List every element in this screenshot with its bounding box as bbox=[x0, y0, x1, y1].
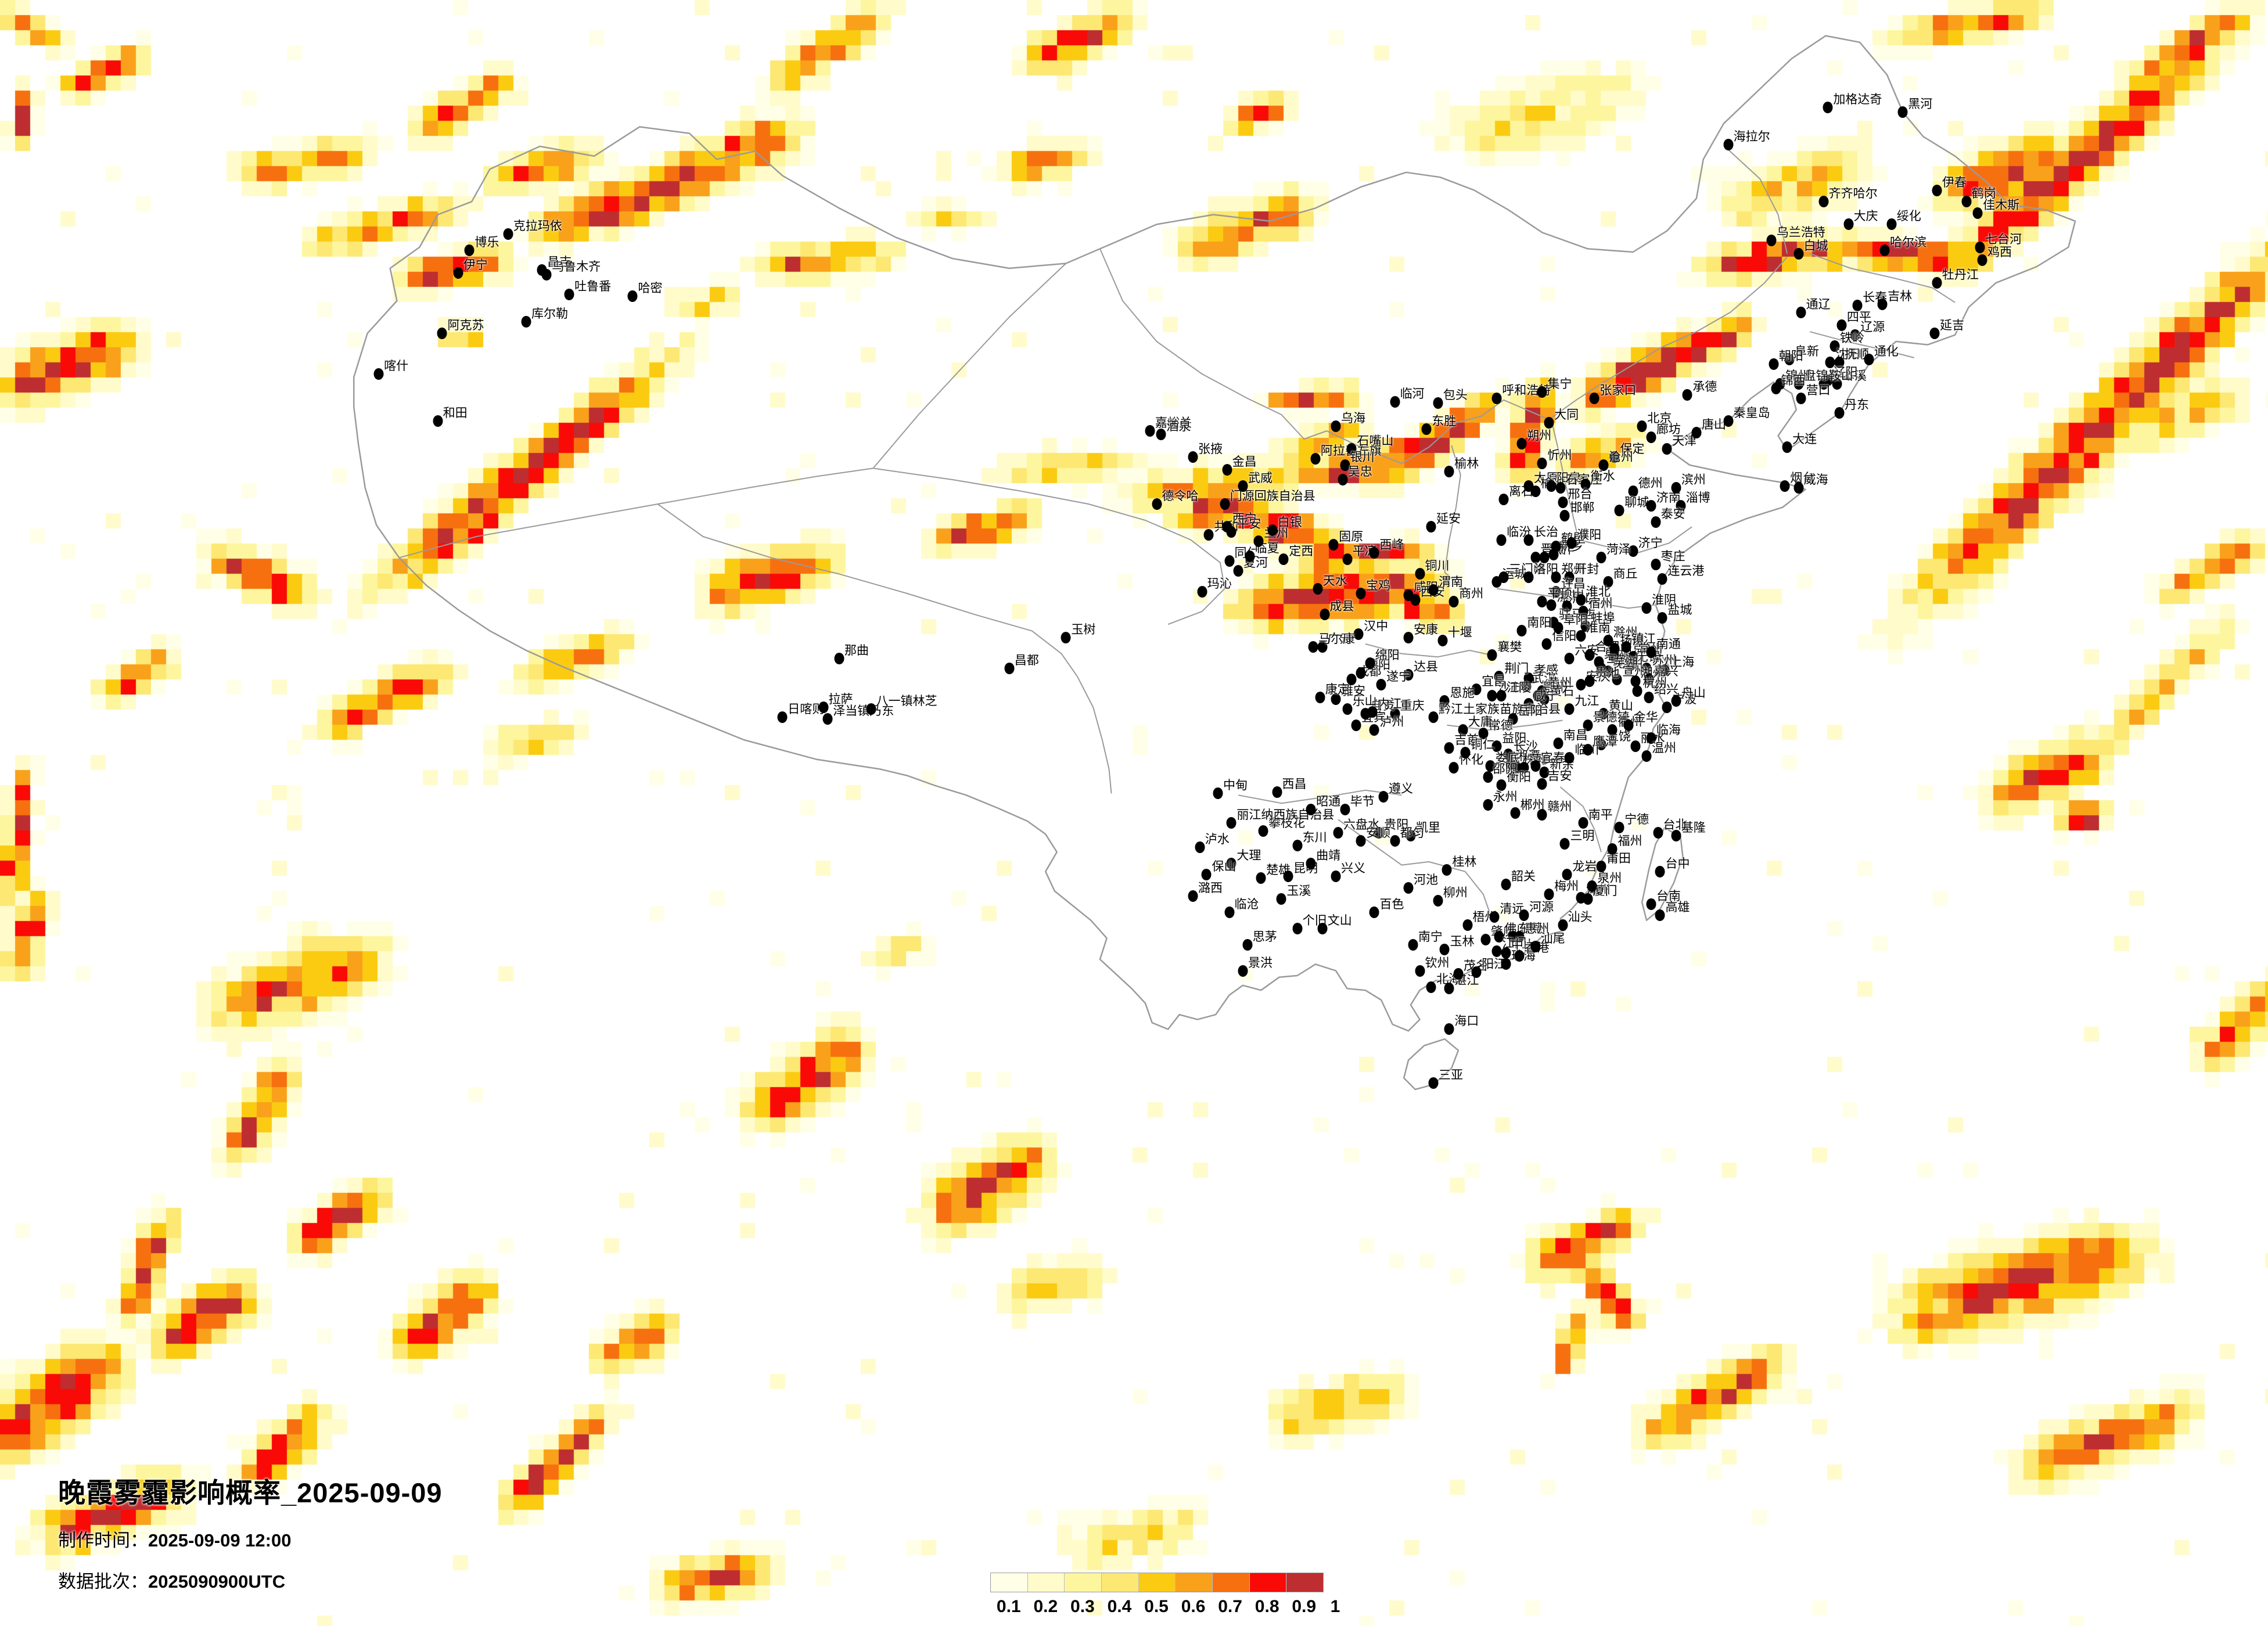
legend-tick-label: 0.6 bbox=[1181, 1597, 1206, 1616]
data-batch-line: 数据批次：2025090900UTC bbox=[58, 1567, 443, 1593]
province-border bbox=[1444, 445, 1464, 589]
data-batch-label: 数据批次： bbox=[58, 1571, 148, 1592]
legend-swatch bbox=[1102, 1573, 1139, 1592]
legend-tick-label: 0.9 bbox=[1292, 1597, 1317, 1616]
legend-swatch bbox=[1027, 1573, 1065, 1592]
country-border bbox=[353, 35, 2076, 1032]
province-border bbox=[657, 503, 1112, 794]
province-border bbox=[1447, 720, 1563, 731]
legend-tick-label: 1 bbox=[1330, 1597, 1340, 1616]
legend-swatch bbox=[1065, 1573, 1102, 1592]
country-border bbox=[1641, 826, 1684, 922]
production-time-line: 制作时间：2025-09-09 12:00 bbox=[58, 1526, 443, 1552]
legend-tick-labels: 0.1 0.2 0.3 0.4 0.5 0.6 0.7 0.8 0.9 1 bbox=[990, 1597, 1340, 1618]
legend-tick-label: 0.8 bbox=[1255, 1597, 1279, 1616]
map-title: 晚霞雾霾影响概率_2025-09-09 bbox=[58, 1477, 443, 1508]
province-border bbox=[1727, 149, 1788, 254]
legend-swatch bbox=[1138, 1573, 1176, 1592]
title-block: 晚霞雾霾影响概率_2025-09-09 制作时间：2025-09-09 12:0… bbox=[58, 1470, 443, 1593]
legend-swatch bbox=[1176, 1573, 1213, 1592]
legend-tick-label: 0.4 bbox=[1107, 1597, 1132, 1616]
legend-swatch bbox=[991, 1573, 1028, 1592]
province-border bbox=[1559, 786, 1602, 852]
province-border bbox=[1099, 249, 1788, 464]
province-border bbox=[1365, 643, 1493, 658]
legend-swatch bbox=[1213, 1573, 1250, 1592]
province-border bbox=[1551, 419, 1579, 540]
province-border bbox=[1809, 253, 1956, 303]
legend-swatch bbox=[1286, 1573, 1324, 1592]
province-border bbox=[1809, 331, 1915, 358]
data-batch-value: 2025090900UTC bbox=[148, 1571, 286, 1592]
province-border bbox=[872, 262, 1066, 469]
country-border bbox=[1403, 1038, 1460, 1091]
production-time-label: 制作时间： bbox=[58, 1530, 148, 1551]
province-border bbox=[873, 467, 1225, 625]
legend-tick-label: 0.5 bbox=[1144, 1597, 1169, 1616]
province-border bbox=[1497, 588, 1656, 609]
legend-tick-label: 0.1 bbox=[996, 1597, 1021, 1616]
probability-legend: 0.1 0.2 0.3 0.4 0.5 0.6 0.7 0.8 0.9 1 bbox=[990, 1573, 1340, 1618]
production-time-value: 2025-09-09 12:00 bbox=[148, 1530, 292, 1551]
legend-tick-label: 0.3 bbox=[1070, 1597, 1095, 1616]
province-border bbox=[1602, 601, 1613, 651]
legend-colorbar bbox=[990, 1573, 1324, 1592]
province-border bbox=[399, 467, 874, 559]
province-border bbox=[1578, 526, 1692, 553]
legend-swatch bbox=[1249, 1573, 1287, 1592]
province-border bbox=[1338, 819, 1493, 921]
legend-tick-label: 0.2 bbox=[1033, 1597, 1058, 1616]
province-border bbox=[1238, 789, 1402, 804]
legend-tick-label: 0.7 bbox=[1218, 1597, 1242, 1616]
